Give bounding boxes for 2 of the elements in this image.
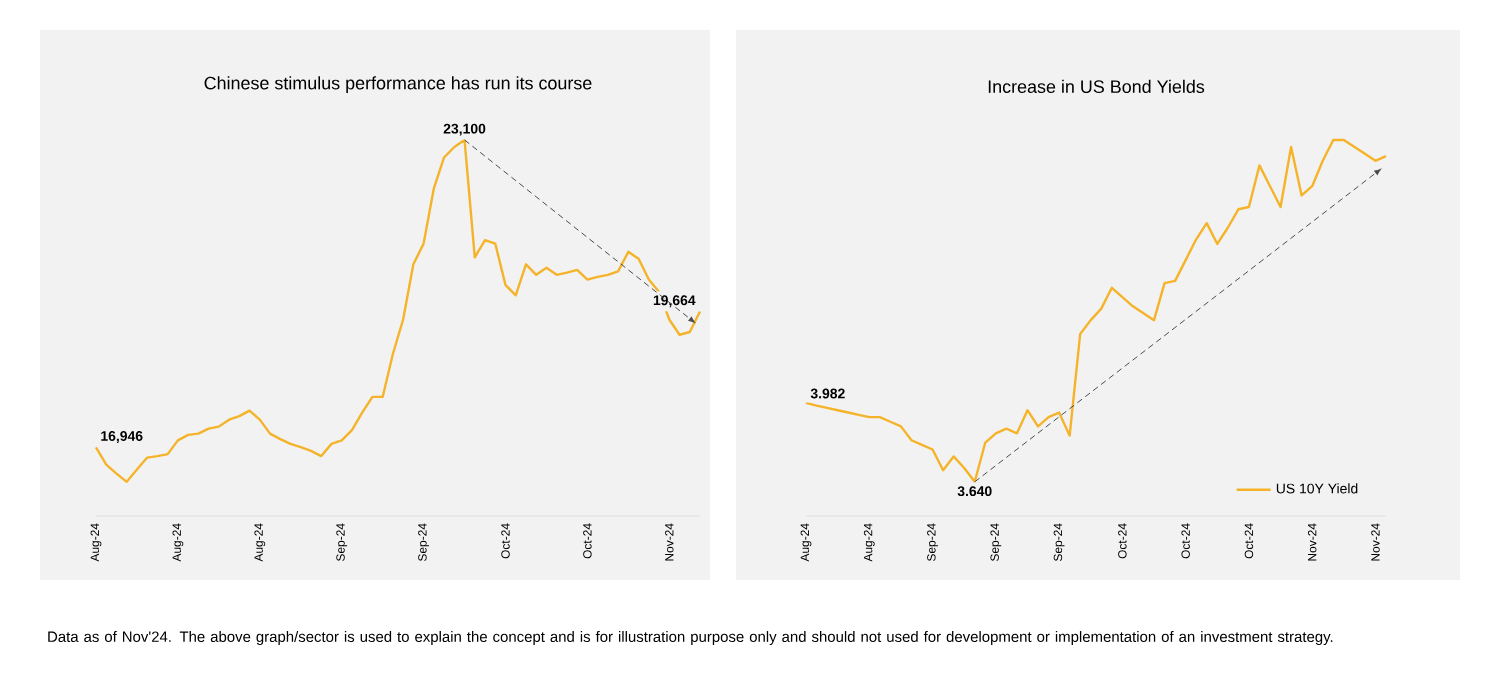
- chart-title: Chinese stimulus performance has run its course: [204, 76, 592, 93]
- chart-title: Increase in US Bond Yields: [988, 79, 1205, 94]
